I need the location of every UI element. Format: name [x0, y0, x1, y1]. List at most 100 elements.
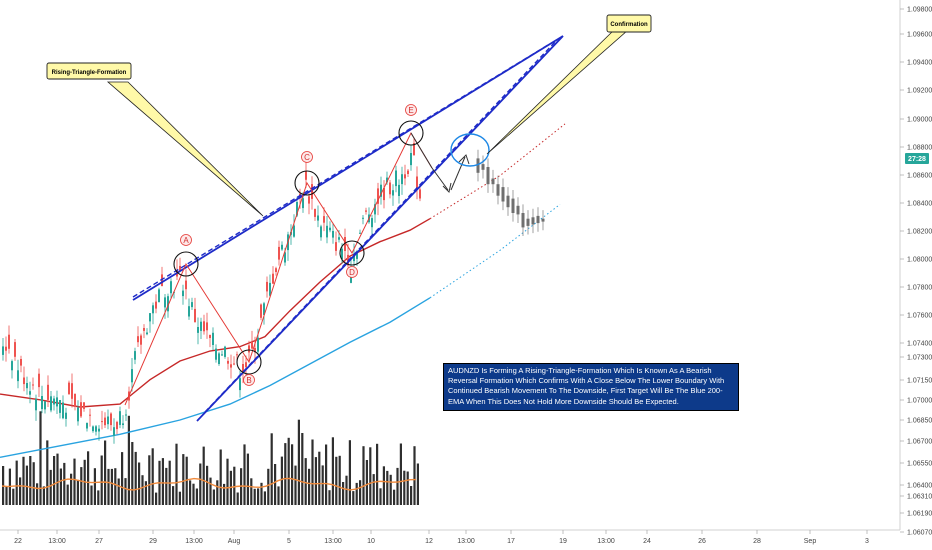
volume-bar — [369, 447, 372, 505]
candle-body — [137, 336, 139, 343]
candle-body — [416, 176, 418, 190]
candle-body — [305, 171, 307, 180]
candle-body — [182, 290, 184, 297]
volume-bar — [355, 482, 358, 505]
time-tick-label: 28 — [753, 538, 761, 545]
candle-body — [344, 237, 346, 251]
candle-body — [329, 227, 331, 231]
candle-body — [197, 327, 199, 333]
candle-body — [35, 399, 37, 411]
volume-bar — [15, 460, 18, 505]
candle-body — [32, 384, 34, 386]
projection-arrow-up — [450, 156, 466, 191]
volume-bar — [328, 490, 331, 505]
candle-body — [23, 377, 25, 385]
price-tick-label: 1.08000 — [907, 257, 932, 264]
volume-bar — [46, 440, 49, 505]
candle-body — [236, 354, 238, 356]
time-tick-label: 10 — [367, 538, 375, 545]
volume-ma-line — [1, 477, 417, 491]
candle-body — [395, 170, 397, 187]
volume-bar — [274, 464, 277, 505]
volume-bar — [100, 455, 103, 505]
candle-body — [158, 289, 160, 303]
candle-body — [404, 174, 406, 179]
volume-bar — [389, 474, 392, 505]
candle-body — [80, 402, 82, 417]
volume-bar — [131, 442, 134, 505]
current-price-badge-label: 27:28 — [908, 156, 926, 163]
price-tick-label: 1.06700 — [907, 439, 932, 446]
candle-body — [110, 413, 112, 426]
time-tick-label: 27 — [95, 538, 103, 545]
volume-bar — [25, 465, 28, 505]
volume-bar — [12, 488, 15, 505]
projected-candle-body — [541, 218, 545, 222]
candle-body — [167, 296, 169, 312]
candle-body — [302, 198, 304, 209]
volume-bar — [399, 443, 402, 505]
candle-body — [215, 348, 217, 360]
volume-bar — [189, 480, 192, 505]
candle-body — [83, 402, 85, 409]
time-tick-label: 24 — [643, 538, 651, 545]
candle-body — [239, 378, 241, 391]
volume-bar — [53, 456, 56, 505]
candle-body — [38, 373, 40, 388]
volume-bar — [226, 458, 229, 505]
candle-body — [194, 308, 196, 323]
volume-bar — [185, 456, 188, 505]
wave-label-badge — [243, 374, 255, 386]
volume-bar — [49, 469, 52, 505]
volume-bar — [155, 492, 158, 505]
volume-bar — [294, 465, 297, 505]
volume-bar — [138, 462, 141, 505]
volume-bar — [416, 463, 419, 505]
wave-label-badge — [180, 234, 192, 246]
volume-bar — [338, 455, 341, 505]
wave-label-d: D — [349, 268, 355, 277]
candle-body — [332, 231, 334, 238]
candle-body — [20, 359, 22, 366]
ema-slow-projection — [429, 204, 561, 299]
volume-bar — [90, 485, 93, 505]
candle-body — [95, 426, 97, 432]
candle-body — [152, 305, 154, 314]
volume-bar — [284, 443, 287, 505]
volume-bar — [280, 456, 283, 505]
candle-body — [122, 423, 124, 425]
volume-bar — [165, 467, 168, 505]
volume-bar — [304, 458, 307, 505]
volume-bar — [19, 477, 22, 505]
volume-bar — [59, 468, 62, 505]
candle-body — [125, 414, 127, 416]
volume-bar — [291, 444, 294, 505]
projected-candle-body — [526, 218, 530, 226]
price-tick-label: 1.08800 — [907, 145, 932, 152]
candle-body — [29, 391, 31, 395]
projection-arrowhead-up — [458, 154, 470, 165]
candle-body — [224, 346, 226, 357]
candle-body — [101, 421, 103, 423]
candle-body — [392, 190, 394, 196]
volume-bar — [39, 411, 42, 505]
candle-body — [278, 246, 280, 260]
volume-bar — [243, 444, 246, 505]
volume-bar — [236, 492, 239, 505]
candle-body — [74, 393, 76, 407]
projected-candle-body — [496, 184, 500, 196]
candle-body — [353, 254, 355, 262]
candle-body — [323, 216, 325, 223]
wave-point-circle — [173, 251, 199, 277]
candle-body — [134, 351, 136, 360]
price-tick-label: 1.06850 — [907, 418, 932, 425]
wave-point-circle — [339, 240, 365, 266]
analysis-note: AUDNZD Is Forming A Rising-Triangle-Form… — [443, 363, 739, 411]
volume-bar — [362, 446, 365, 505]
volume-bar — [335, 456, 338, 505]
candle-body — [164, 297, 166, 308]
wave-path — [124, 131, 433, 406]
candle-body — [260, 304, 262, 318]
candle-body — [47, 384, 49, 400]
